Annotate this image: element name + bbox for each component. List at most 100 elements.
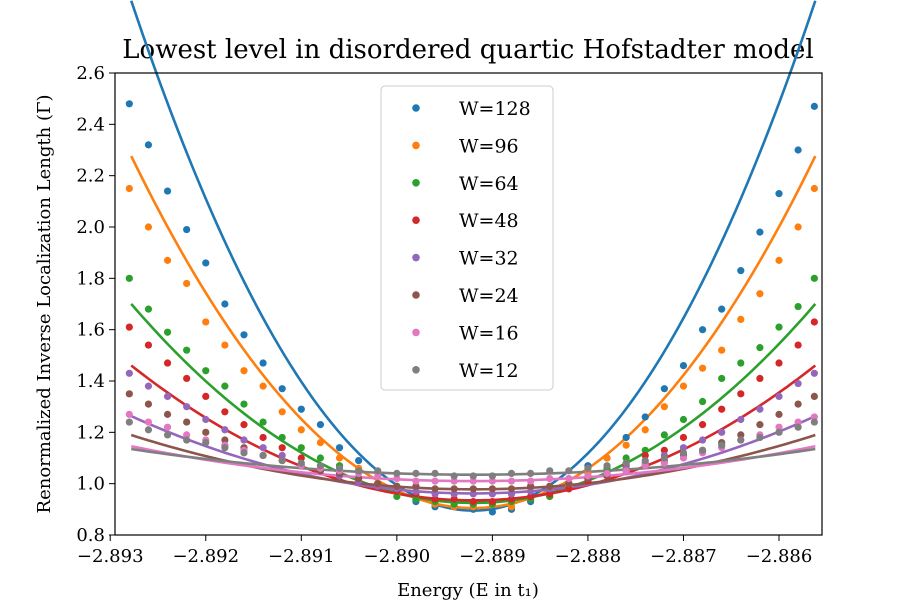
data-point [355,456,363,465]
data-point [794,341,802,349]
data-point [660,403,668,411]
data-point [183,374,191,383]
data-point [810,102,818,110]
data-point [278,451,286,460]
data-point [374,472,382,480]
legend-label: W=24 [459,285,519,307]
data-point [775,428,783,436]
data-point [775,359,783,367]
legend-marker [412,179,420,187]
data-point [603,469,611,477]
data-point [163,431,172,439]
x-tick-label: −2.888 [555,546,622,567]
data-point [125,418,133,426]
data-point [660,431,668,439]
data-point [202,392,210,400]
data-point [603,462,611,470]
data-point [810,318,818,326]
data-point [698,446,707,454]
data-point [183,403,191,411]
data-point [507,477,516,485]
data-point [316,421,325,429]
data-point [546,482,554,490]
data-point [297,444,305,452]
data-point [622,433,630,442]
data-point [450,490,458,498]
data-point [183,436,191,444]
legend-marker [412,366,420,374]
data-point [488,485,496,493]
data-point [125,323,133,331]
data-point [622,467,630,475]
data-point [660,446,668,454]
data-point [163,423,172,431]
data-point [546,474,554,483]
data-point [527,482,535,490]
data-point [698,326,707,334]
legend-marker [412,291,420,299]
data-point [125,100,133,108]
x-axis-label: Energy (E in t₁) [397,580,539,601]
data-point [718,305,726,313]
x-tick-label: −2.890 [364,546,431,567]
data-point [775,256,783,264]
x-axis-ticks: −2.893 −2.892 −2.891 −2.890 −2.889 −2.888 −2.8… [77,535,812,567]
data-point [756,344,764,352]
data-point [335,454,344,462]
data-point [679,433,688,442]
data-point [278,433,286,442]
data-point [431,495,439,503]
legend-label: W=32 [459,248,519,270]
legend-label: W=48 [459,210,519,232]
data-point [144,305,153,313]
data-point [794,223,802,231]
data-point [756,405,764,413]
data-point [202,415,210,424]
x-tick-label: −2.889 [459,546,526,567]
data-point [183,279,191,288]
data-point [450,472,458,480]
legend-item-w12: W=12 [412,360,519,382]
data-point [259,382,267,390]
data-point [163,328,172,336]
data-point [374,467,382,475]
chart-title: Lowest level in disordered quartic Hofst… [122,35,813,65]
data-point [810,184,818,193]
legend-label: W=128 [459,98,531,120]
data-point [297,426,305,434]
data-point [641,456,649,465]
data-point [660,459,668,467]
data-point [775,323,783,331]
x-tick-label: −2.893 [77,546,144,567]
data-point [221,300,229,308]
data-point [660,385,668,393]
data-point [546,467,554,475]
data-point [393,469,401,477]
data-point [507,469,516,477]
data-point [488,472,496,480]
data-point [125,184,133,193]
series-w12 [125,418,818,480]
data-point [698,397,707,406]
data-point [183,431,191,439]
x-tick-label: −2.887 [650,546,717,567]
data-point [756,421,764,429]
y-tick-label: 1.8 [76,268,105,289]
data-point [679,444,688,452]
data-point [810,413,818,421]
data-point [278,385,286,393]
axes-frame [114,72,823,536]
data-point [125,390,133,398]
data-point [565,480,573,488]
data-point [756,290,764,298]
data-point [756,433,764,442]
legend-marker [412,141,420,150]
data-point [125,410,133,418]
legend-marker [412,104,420,112]
data-point [183,346,191,354]
data-point [622,441,630,449]
data-point [527,492,535,501]
data-point [163,392,172,400]
data-point [679,449,688,457]
